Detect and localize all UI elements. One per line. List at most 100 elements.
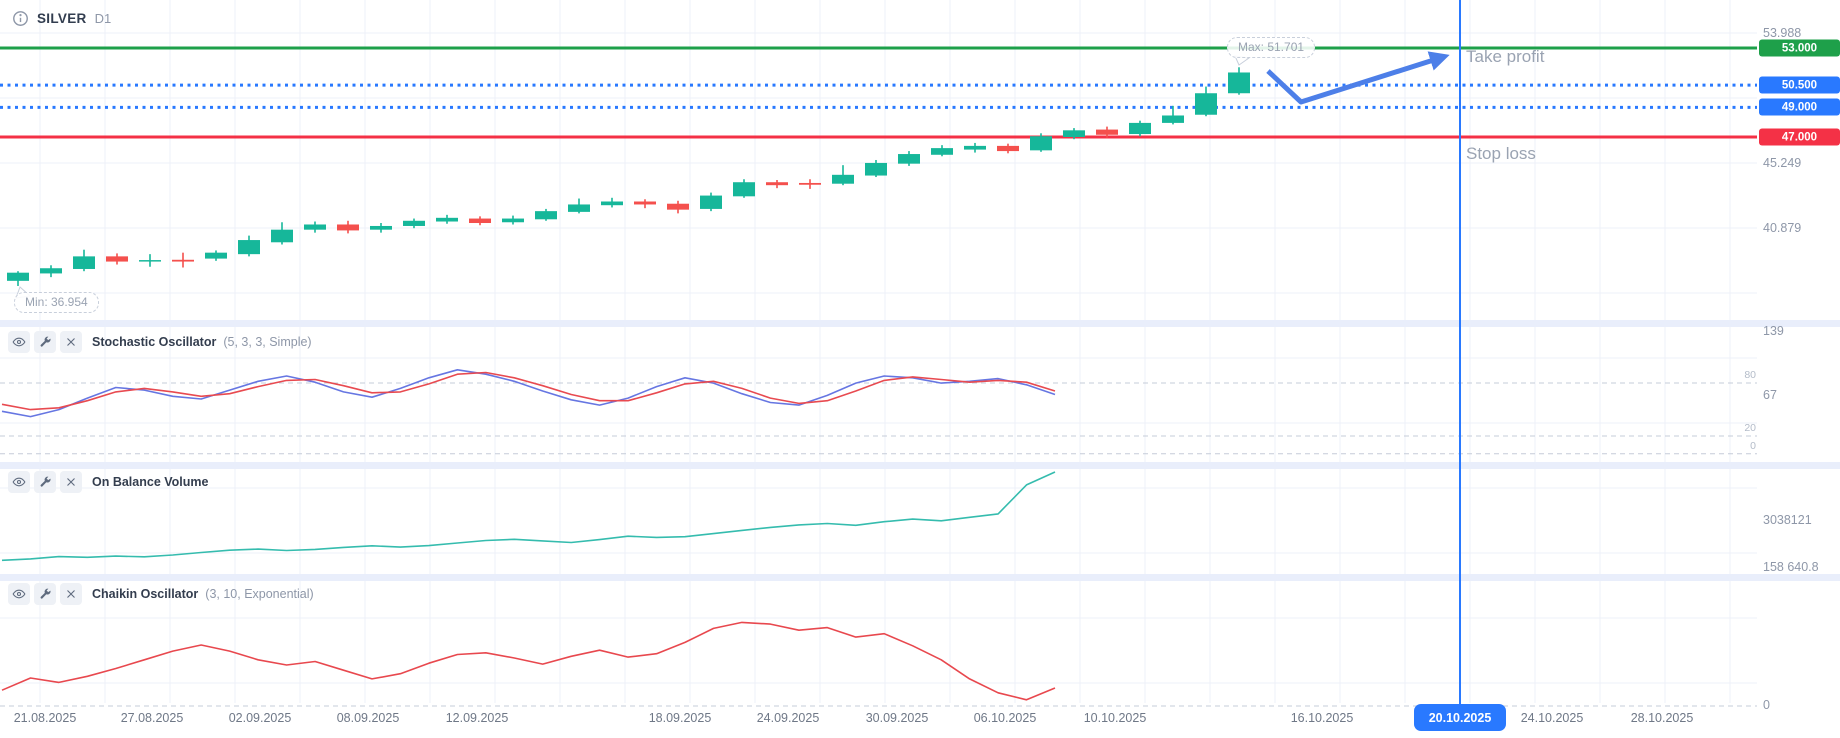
stoch-guide-label: 80 [1744,369,1756,382]
eye-icon[interactable] [8,331,30,353]
indicator-params: (5, 3, 3, Simple) [223,335,312,349]
pane-header-stochastic: Stochastic Oscillator (5, 3, 3, Simple) [8,331,312,353]
pane-separator [0,320,1840,327]
symbol-header: SILVER D1 [12,10,111,27]
eye-icon[interactable] [8,471,30,493]
candle-bearish [634,201,656,205]
indicator-line-OBV [1,471,1056,562]
candle-bullish [238,240,260,255]
eye-icon[interactable] [8,583,30,605]
wrench-icon[interactable] [34,331,56,353]
axis-label: 139 [1763,324,1784,338]
axis-label: 0 [1763,698,1770,712]
wrench-icon[interactable] [34,583,56,605]
candle-bullish [1129,122,1151,135]
candle-bearish [799,182,821,185]
candle-bullish [964,145,986,150]
candle-bullish [568,204,590,212]
min-price-tooltip: Min: 36.954 [14,292,99,313]
candle-bullish [865,162,887,176]
candle-bearish [997,145,1019,152]
symbol-name: SILVER [37,11,87,26]
time-tick: 30.09.2025 [865,711,929,725]
candle-bullish [1030,136,1052,151]
indicator-title: Stochastic Oscillator [92,335,217,349]
candle-bearish [1096,129,1118,135]
time-tick: 28.10.2025 [1630,711,1694,725]
candle-bearish [337,224,359,231]
time-tick: 24.10.2025 [1520,711,1584,725]
pane-header-obv: On Balance Volume [8,471,215,493]
candle-bullish [535,211,557,220]
candle-bullish [304,224,326,230]
time-tick: 02.09.2025 [228,711,292,725]
candle-bullish [1063,130,1085,137]
axis-label: 3038121 [1763,513,1812,527]
candle-bearish [469,218,491,224]
candle-bullish [370,225,392,230]
price-level-badge[interactable]: 49.000 [1759,98,1840,116]
indicator-line-K [1,368,1056,418]
candle-bearish [667,203,689,210]
time-tick: 16.10.2025 [1290,711,1354,725]
indicator-title: On Balance Volume [92,475,209,489]
axis-label: 158 640.8 [1763,560,1819,574]
candle-bullish [601,201,623,206]
price-level-badge[interactable]: 47.000 [1759,128,1840,146]
candle-bearish [106,256,128,262]
candle-bearish [766,182,788,186]
candle-bullish [931,148,953,155]
candle-bullish [1228,72,1250,94]
pane-header-chaikin: Chaikin Oscillator (3, 10, Exponential) [8,583,314,605]
time-tick: 24.09.2025 [756,711,820,725]
candle-bullish [139,260,161,262]
selected-date-badge[interactable]: 20.10.2025 [1414,704,1506,731]
trend-arrow[interactable] [1266,51,1450,105]
time-tick: 18.09.2025 [648,711,712,725]
price-level-badge[interactable]: 53.000 [1759,39,1840,57]
candle-bullish [403,220,425,226]
candle-bearish [172,259,194,262]
close-icon[interactable] [60,471,82,493]
indicator-title: Chaikin Oscillator [92,587,199,601]
time-tick: 27.08.2025 [120,711,184,725]
candle-bullish [205,252,227,259]
indicator-line-D [1,371,1056,411]
pane-separator [0,462,1840,469]
take-profit-label: Take profit [1466,47,1545,66]
candle-bullish [1195,93,1217,115]
info-icon[interactable] [12,10,29,27]
candle-bullish [271,229,293,243]
candle-bullish [733,182,755,197]
axis-label: 45.249 [1763,156,1802,170]
candle-bullish [898,154,920,164]
max-price-tooltip: Max: 51.701 [1227,37,1316,58]
candle-bullish [73,256,95,269]
indicator-line-Chaikin [1,621,1056,701]
pane-separator [0,574,1840,581]
time-tick: 10.10.2025 [1083,711,1147,725]
candle-bullish [7,272,29,281]
candle-bullish [40,268,62,274]
time-tick: 08.09.2025 [336,711,400,725]
time-tick: 06.10.2025 [973,711,1037,725]
price-level-badge[interactable]: 50.500 [1759,76,1840,94]
close-icon[interactable] [60,583,82,605]
stoch-guide-label: 20 [1744,422,1756,434]
candle-bullish [700,195,722,209]
wrench-icon[interactable] [34,471,56,493]
axis-label: 67 [1763,387,1777,402]
time-tick: 21.08.2025 [13,711,77,725]
indicator-params: (3, 10, Exponential) [205,587,314,601]
stop-loss-label: Stop loss [1466,144,1536,163]
stoch-guide-label: 0 [1750,439,1756,452]
axis-label: 40.879 [1763,220,1802,235]
time-tick: 12.09.2025 [445,711,509,725]
timeframe-label: D1 [94,11,112,26]
candle-bullish [436,217,458,222]
close-icon[interactable] [60,331,82,353]
candle-bullish [502,218,524,223]
candle-bullish [1162,115,1184,123]
